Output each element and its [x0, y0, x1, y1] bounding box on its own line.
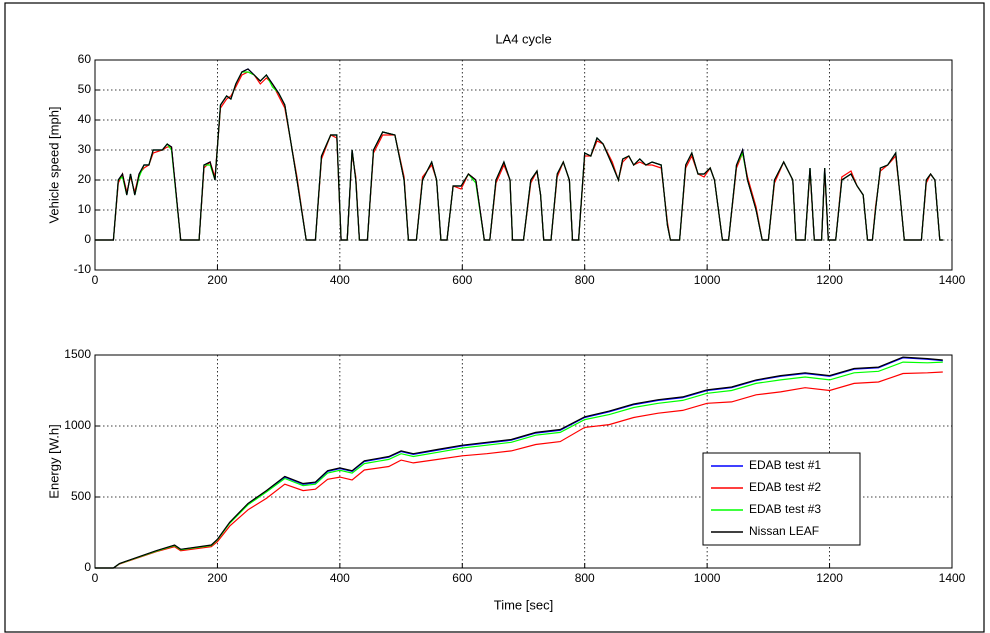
- y-tick-label: 0: [84, 232, 91, 246]
- y-tick-label: 30: [78, 142, 92, 156]
- x-tick-label: 1400: [939, 273, 966, 287]
- x-tick-label: 800: [575, 273, 595, 287]
- x-tick-label: 1200: [816, 273, 843, 287]
- x-tick-label: 200: [207, 571, 227, 585]
- chart-title: LA4 cycle: [495, 31, 551, 46]
- x-tick-label: 800: [575, 571, 595, 585]
- x-tick-label: 1200: [816, 571, 843, 585]
- y-tick-label: 50: [78, 82, 92, 96]
- x-tick-label: 1000: [694, 273, 721, 287]
- series-line: [95, 371, 943, 569]
- y-tick-label: 1500: [64, 347, 91, 361]
- legend-label: Nissan LEAF: [749, 524, 819, 538]
- x-tick-label: 200: [207, 273, 227, 287]
- axes-box: [94, 354, 953, 569]
- y-tick-label: 500: [71, 489, 91, 503]
- x-tick-label: 0: [92, 273, 99, 287]
- x-tick-label: 600: [452, 571, 472, 585]
- x-tick-label: 600: [452, 273, 472, 287]
- x-tick-label: 400: [330, 571, 350, 585]
- y-tick-label: 60: [78, 52, 92, 66]
- series-line: [95, 68, 943, 241]
- plot-area: [95, 60, 952, 270]
- y-tick-label: -10: [74, 262, 92, 276]
- y-axis-label: Vehicle speed [mph]: [46, 106, 61, 223]
- x-tick-label: 1400: [939, 571, 966, 585]
- y-axis-label: Energy [W.h]: [46, 424, 61, 498]
- y-tick-label: 20: [78, 172, 92, 186]
- y-tick-label: 1000: [64, 418, 91, 432]
- x-axis-label: Time [sec]: [494, 597, 553, 612]
- legend-box: [702, 452, 861, 546]
- y-tick-label: 40: [78, 112, 92, 126]
- x-tick-label: 0: [92, 571, 99, 585]
- legend-label: EDAB test #3: [749, 502, 821, 516]
- legend-label: EDAB test #1: [749, 458, 821, 472]
- axes-box: [94, 59, 953, 271]
- x-tick-label: 400: [330, 273, 350, 287]
- x-tick-label: 1000: [694, 571, 721, 585]
- y-tick-label: 10: [78, 202, 92, 216]
- series-line: [95, 356, 943, 569]
- legend-label: EDAB test #2: [749, 480, 821, 494]
- y-tick-label: 0: [84, 560, 91, 574]
